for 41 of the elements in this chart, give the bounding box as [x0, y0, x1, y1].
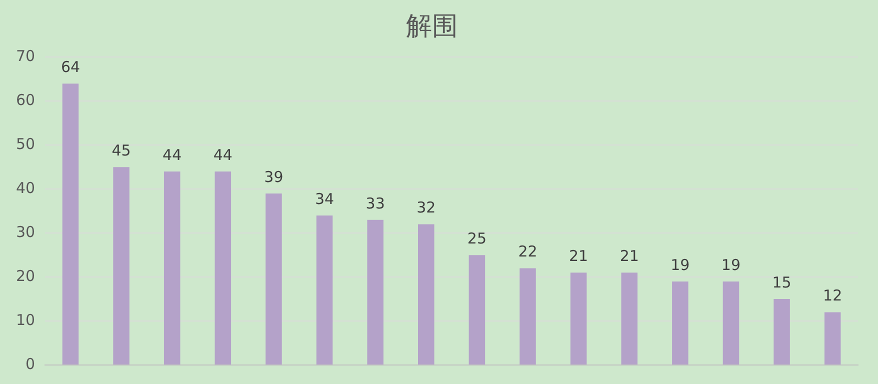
bar: [774, 299, 790, 364]
bar: [266, 194, 282, 364]
data-label: 32: [416, 198, 436, 217]
data-label: 19: [670, 256, 690, 274]
bar: [367, 220, 384, 364]
bar: [113, 167, 130, 364]
bar: [824, 312, 841, 364]
chart-title: 解围: [406, 11, 458, 42]
data-label: 64: [60, 58, 80, 76]
bar: [214, 172, 232, 364]
bar: [418, 224, 434, 364]
y-tick-label: 20: [16, 266, 36, 285]
bar: [672, 281, 688, 364]
bar: [570, 272, 587, 364]
y-tick-label: 60: [16, 91, 36, 110]
data-label: 39: [264, 168, 284, 186]
y-tick-label: 70: [16, 47, 36, 66]
data-label: 15: [772, 273, 792, 292]
bar: [722, 281, 740, 364]
bar: [164, 172, 180, 364]
bar: [621, 272, 638, 364]
data-label: 44: [162, 146, 182, 164]
y-tick-label: 0: [26, 354, 36, 373]
data-label: 19: [721, 256, 741, 274]
y-tick-label: 10: [16, 310, 36, 329]
data-label: 34: [314, 190, 334, 208]
bar: [468, 255, 486, 364]
bar: [520, 268, 536, 364]
data-label: 44: [213, 146, 232, 164]
bar: [316, 215, 333, 364]
data-label: 12: [823, 286, 842, 305]
y-tick-label: 40: [16, 179, 36, 198]
bar: [62, 84, 79, 364]
data-label: 21: [620, 247, 639, 266]
y-tick-label: 30: [16, 222, 36, 241]
data-label: 33: [366, 194, 385, 212]
data-label: 25: [467, 229, 486, 248]
y-tick-label: 50: [16, 135, 36, 154]
data-label: 45: [112, 142, 131, 160]
data-label: 21: [569, 247, 588, 266]
data-label: 22: [518, 242, 538, 261]
